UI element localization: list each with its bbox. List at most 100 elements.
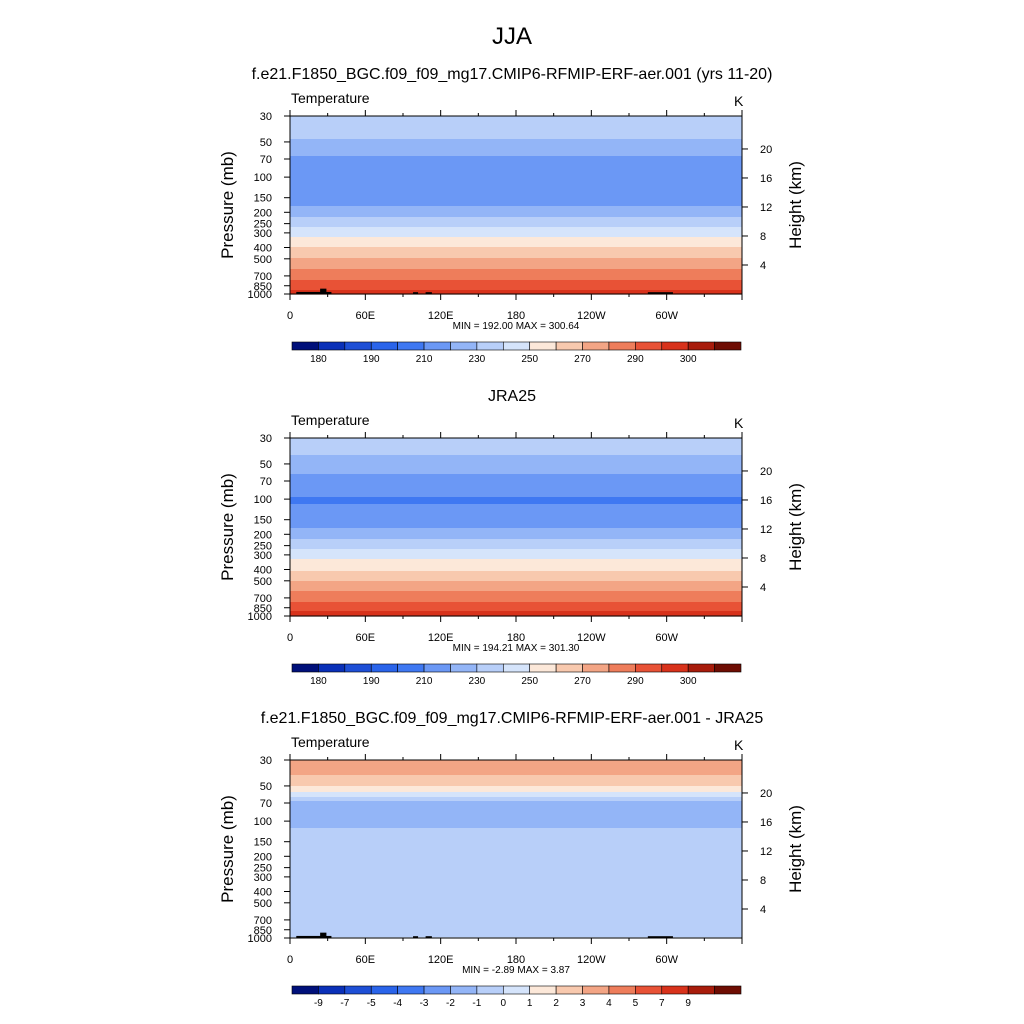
x-tick-label: 120W bbox=[577, 632, 606, 644]
topography-mask bbox=[647, 292, 673, 294]
height-axis: 20 16 12 8 4 Height (km) bbox=[742, 788, 805, 916]
y-tick-label: 250 bbox=[254, 219, 272, 231]
colorbar-label: 5 bbox=[633, 998, 639, 1009]
height-tick-label: 8 bbox=[760, 231, 766, 243]
y-tick-label: 100 bbox=[254, 494, 272, 506]
y-tick-label: 30 bbox=[260, 433, 272, 445]
colorbar-label: 0 bbox=[501, 998, 507, 1009]
y-tick-label: 700 bbox=[254, 271, 272, 283]
variable-label: Temperature bbox=[291, 734, 370, 750]
height-axis-title: Height (km) bbox=[786, 161, 805, 249]
colorbar-label: 210 bbox=[416, 676, 433, 687]
y-tick-label: 100 bbox=[254, 172, 272, 184]
contour-band bbox=[290, 786, 742, 793]
contour-band bbox=[290, 775, 742, 787]
colorbar-label: 180 bbox=[310, 676, 327, 687]
colorbar-label: 7 bbox=[659, 998, 665, 1009]
colorbar: 180 190 210 230 250 270 290 300 bbox=[291, 341, 742, 365]
height-axis: 20 16 12 8 4 Height (km) bbox=[742, 144, 805, 272]
colorbar-label: 4 bbox=[606, 998, 612, 1009]
colorbar-label: 290 bbox=[627, 354, 644, 365]
colorbar-swatch bbox=[318, 663, 346, 673]
colorbar-swatch bbox=[476, 341, 504, 351]
y-tick-label: 500 bbox=[254, 576, 272, 588]
colorbar-label: -3 bbox=[420, 998, 429, 1009]
topography-mask bbox=[425, 936, 432, 938]
colorbar-swatch bbox=[687, 663, 715, 673]
colorbar-swatch bbox=[344, 663, 372, 673]
panel-title: f.e21.F1850_BGC.f09_f09_mg17.CMIP6-RFMIP… bbox=[261, 710, 764, 727]
colorbar-label: 300 bbox=[680, 676, 697, 687]
height-tick-label: 8 bbox=[760, 553, 766, 565]
colorbar-swatch bbox=[714, 341, 742, 351]
colorbar-swatch bbox=[582, 985, 610, 995]
colorbar-swatch bbox=[687, 341, 715, 351]
x-tick-label: 0 bbox=[287, 310, 293, 322]
contour-band bbox=[290, 801, 742, 829]
x-axis: 0 60E 120E 180 120W 60W bbox=[287, 110, 743, 322]
contour-band bbox=[290, 760, 742, 776]
y-tick-label: 400 bbox=[254, 242, 272, 254]
colorbar-swatch bbox=[423, 985, 451, 995]
height-tick-label: 12 bbox=[760, 202, 772, 214]
y-tick-label: 200 bbox=[254, 207, 272, 219]
x-axis: 0 60E 120E 180 120W 60W bbox=[287, 754, 743, 966]
contour-band bbox=[290, 539, 742, 550]
variable-label: Temperature bbox=[291, 412, 370, 428]
colorbar-swatch bbox=[661, 341, 689, 351]
colorbar-swatch bbox=[450, 663, 478, 673]
y-tick-label: 70 bbox=[260, 154, 272, 166]
x-tick-label: 180 bbox=[507, 310, 525, 322]
colorbar-swatch bbox=[555, 341, 583, 351]
colorbar-label: 210 bbox=[416, 354, 433, 365]
colorbar-swatch bbox=[661, 663, 689, 673]
colorbar-label: 190 bbox=[363, 676, 380, 687]
height-tick-label: 8 bbox=[760, 875, 766, 887]
y-tick-label: 300 bbox=[254, 228, 272, 240]
height-tick-label: 16 bbox=[760, 817, 772, 829]
topography-mask bbox=[413, 936, 419, 938]
contour-band bbox=[290, 797, 742, 802]
colorbar-swatch bbox=[450, 985, 478, 995]
colorbar-swatch bbox=[344, 341, 372, 351]
colorbar-swatch bbox=[370, 341, 398, 351]
colorbar-swatch bbox=[397, 341, 425, 351]
topography-mask bbox=[320, 932, 327, 938]
topography-mask bbox=[413, 292, 419, 294]
contour-band bbox=[290, 206, 742, 218]
colorbar-swatch bbox=[608, 985, 636, 995]
colorbar-label: 250 bbox=[521, 354, 538, 365]
colorbar-label: 300 bbox=[680, 354, 697, 365]
x-tick-label: 180 bbox=[507, 954, 525, 966]
colorbar-swatch bbox=[291, 985, 319, 995]
y-tick-label: 150 bbox=[254, 193, 272, 205]
y-tick-label: 700 bbox=[254, 593, 272, 605]
y-axis-title: Pressure (mb) bbox=[218, 795, 237, 903]
colorbar-swatch bbox=[687, 985, 715, 995]
height-tick-label: 4 bbox=[760, 260, 766, 272]
colorbar-label: 250 bbox=[521, 676, 538, 687]
colorbar-swatch bbox=[529, 663, 557, 673]
contour-band bbox=[290, 828, 742, 938]
height-tick-label: 16 bbox=[760, 495, 772, 507]
colorbar-label: 230 bbox=[469, 354, 486, 365]
units-label: K bbox=[734, 415, 744, 431]
y-tick-label: 1000 bbox=[248, 611, 272, 623]
contour-band bbox=[290, 247, 742, 259]
y-tick-label: 50 bbox=[260, 781, 272, 793]
colorbar-swatch bbox=[423, 663, 451, 673]
y-tick-label: 500 bbox=[254, 898, 272, 910]
y-tick-label: 200 bbox=[254, 529, 272, 541]
contour-band bbox=[290, 591, 742, 603]
contour-band bbox=[290, 269, 742, 281]
x-tick-label: 60E bbox=[356, 310, 376, 322]
x-tick-label: 60W bbox=[655, 310, 678, 322]
colorbar-swatch bbox=[370, 985, 398, 995]
colorbar-swatch bbox=[344, 985, 372, 995]
y-tick-label: 850 bbox=[254, 281, 272, 293]
colorbar-label: 180 bbox=[310, 354, 327, 365]
y-tick-label: 150 bbox=[254, 837, 272, 849]
colorbar-swatch bbox=[635, 663, 663, 673]
